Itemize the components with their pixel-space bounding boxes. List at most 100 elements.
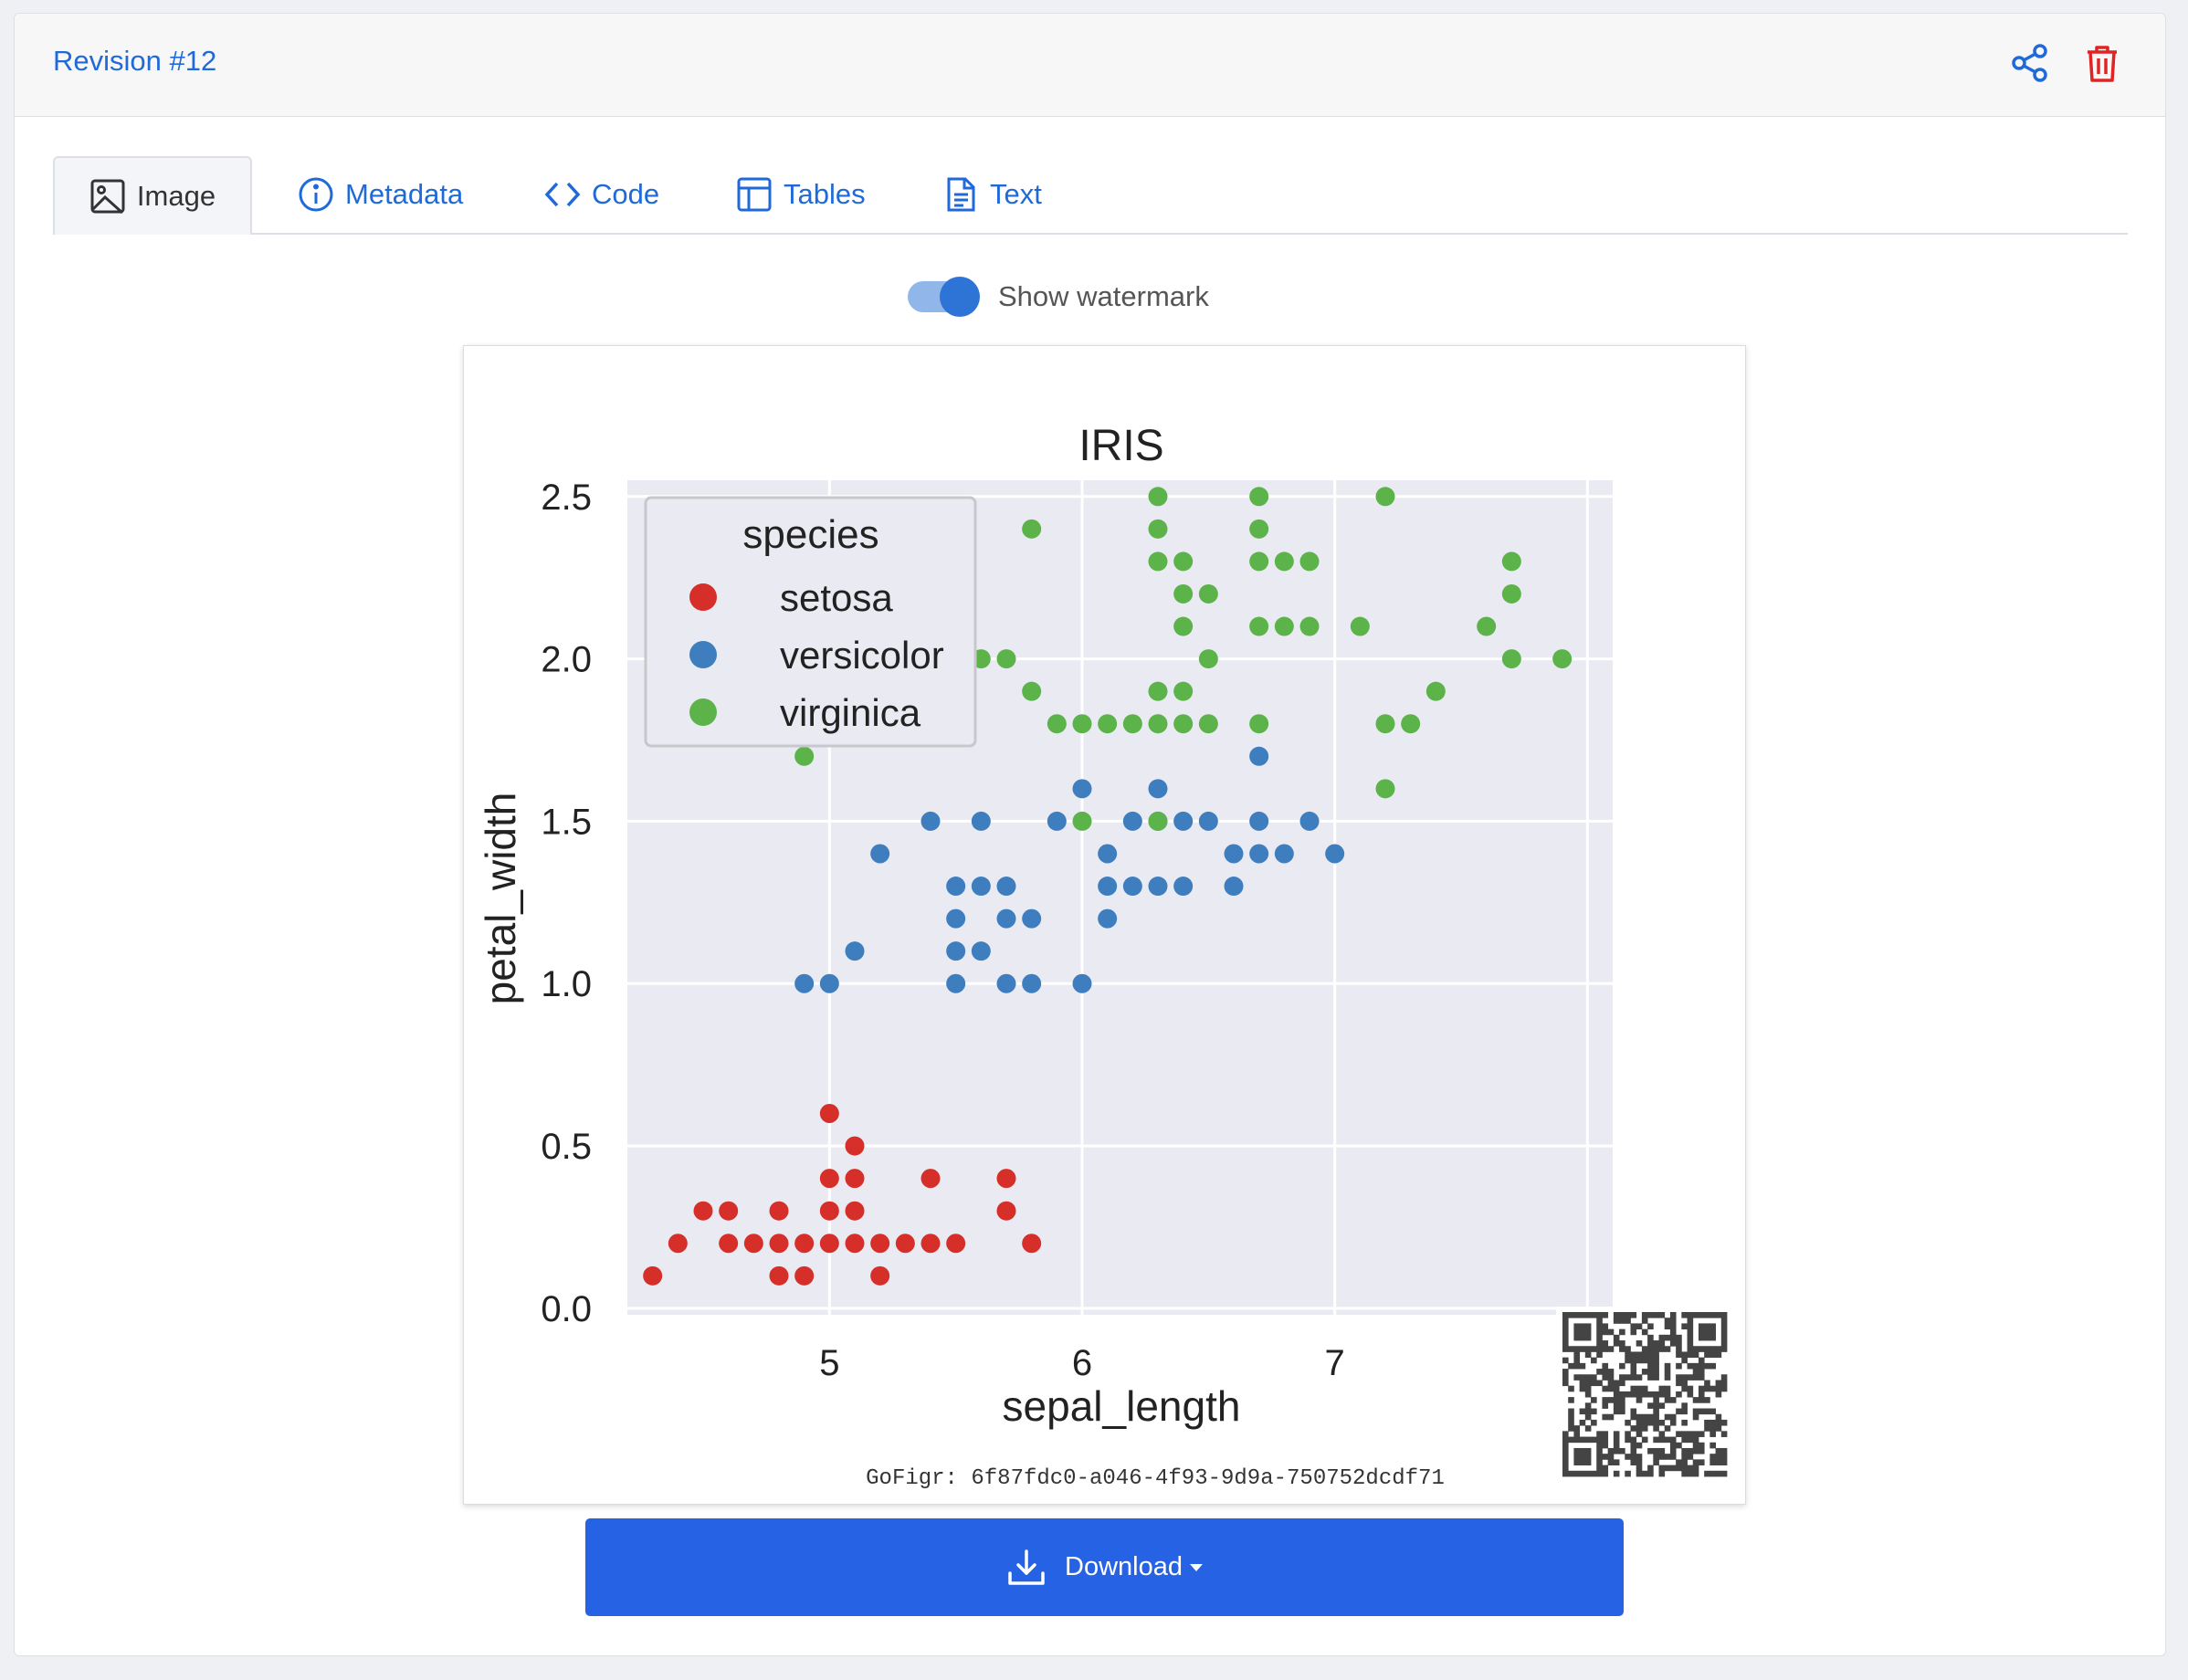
point-versicolor [819,973,839,993]
qr-module [1568,1397,1574,1403]
qr-module [1709,1470,1716,1477]
point-setosa [845,1234,865,1254]
qr-module [1653,1402,1659,1409]
point-versicolor [946,908,966,929]
point-versicolor [996,908,1016,929]
qr-module [1664,1369,1671,1375]
point-versicolor [971,811,991,831]
legend-box [644,496,977,748]
point-virginica [1299,616,1320,636]
qr-module [1579,1362,1586,1370]
qr-module [1681,1357,1688,1364]
qr-module [1625,1470,1631,1477]
qr-module [1698,1323,1705,1330]
qr-module [1579,1312,1586,1318]
point-versicolor [1072,973,1092,993]
qr-module [1630,1447,1637,1454]
qr-module [1653,1391,1659,1398]
qr-module [1687,1362,1694,1370]
tab-code[interactable]: Code [544,156,659,233]
watermark-text: GoFigr: 6f87fdc0-a046-4f93-9d9a-750752dc… [866,1466,1445,1491]
qr-module [1579,1323,1586,1330]
qr-module [1676,1340,1682,1347]
qr-module [1669,1442,1677,1449]
qr-module [1602,1454,1609,1460]
qr-module [1630,1436,1637,1444]
qr-module [1658,1346,1666,1352]
point-setosa [996,1169,1016,1189]
qr-module [1698,1431,1705,1437]
qr-module [1669,1334,1677,1341]
qr-module [1698,1385,1705,1392]
qr-module [1636,1340,1643,1347]
qr-module [1568,1436,1574,1444]
qr-module [1579,1454,1586,1460]
tab-image[interactable]: Image [53,156,252,235]
point-virginica [1249,714,1269,734]
qr-module [1641,1419,1648,1426]
qr-module [1619,1374,1625,1381]
qr-module [1658,1340,1666,1347]
qr-module [1596,1346,1603,1352]
qr-module [1647,1351,1654,1359]
qr-module [1676,1465,1682,1472]
qr-module [1596,1436,1603,1444]
qr-module [1562,1334,1569,1341]
qr-module [1704,1470,1710,1477]
qr-module [1636,1351,1643,1359]
point-versicolor [1098,877,1118,897]
qr-module [1607,1397,1615,1403]
watermark-toggle[interactable] [908,277,980,317]
point-setosa [819,1201,839,1221]
qr-module [1687,1323,1694,1330]
qr-module [1613,1470,1620,1477]
qr-module [1664,1318,1671,1324]
qr-module [1676,1334,1682,1341]
point-setosa [845,1169,865,1189]
qr-module [1653,1447,1659,1454]
qr-module [1641,1328,1648,1336]
point-virginica [1249,519,1269,539]
qr-module [1636,1391,1643,1398]
qr-module [1602,1369,1609,1375]
qr-module [1636,1323,1643,1330]
qr-module [1602,1442,1609,1449]
qr-module [1602,1413,1609,1421]
qr-module [1664,1465,1671,1472]
tab-text[interactable]: Text [942,156,1042,233]
qr-module [1568,1413,1574,1421]
qr-module [1619,1328,1625,1336]
table-icon [737,177,772,212]
qr-module [1720,1340,1728,1347]
x-tick-label: 7 [1325,1343,1345,1383]
scatter-chart: IRIS 0.0 0.5 1.0 1.5 2.0 2.5 5 6 7 sepal_length… [464,346,1745,1504]
point-setosa [819,1104,839,1124]
x-tick-label: 5 [819,1343,839,1383]
qr-module [1636,1385,1643,1392]
y-tick-label: 2.5 [541,478,592,518]
trash-icon[interactable] [2080,41,2124,85]
qr-module [1681,1385,1688,1392]
download-button[interactable]: Download [585,1518,1624,1616]
qr-module [1636,1454,1643,1460]
qr-module [1630,1408,1637,1415]
qr-module [1704,1362,1710,1370]
qr-module [1664,1346,1671,1352]
qr-module [1641,1436,1648,1444]
share-icon[interactable] [2008,41,2052,85]
qr-module [1692,1465,1699,1472]
image-icon [90,179,125,215]
tab-metadata[interactable]: Metadata [298,156,463,233]
qr-module [1681,1408,1688,1415]
qr-module [1687,1340,1694,1347]
qr-module [1636,1413,1643,1421]
qr-module [1596,1328,1603,1336]
qr-module [1573,1312,1581,1318]
point-virginica [1425,681,1446,701]
qr-module [1613,1459,1620,1465]
tab-tables[interactable]: Tables [736,156,866,233]
point-versicolor [1198,811,1218,831]
point-virginica [1148,551,1168,572]
point-versicolor [1224,877,1244,897]
point-virginica [1299,551,1320,572]
